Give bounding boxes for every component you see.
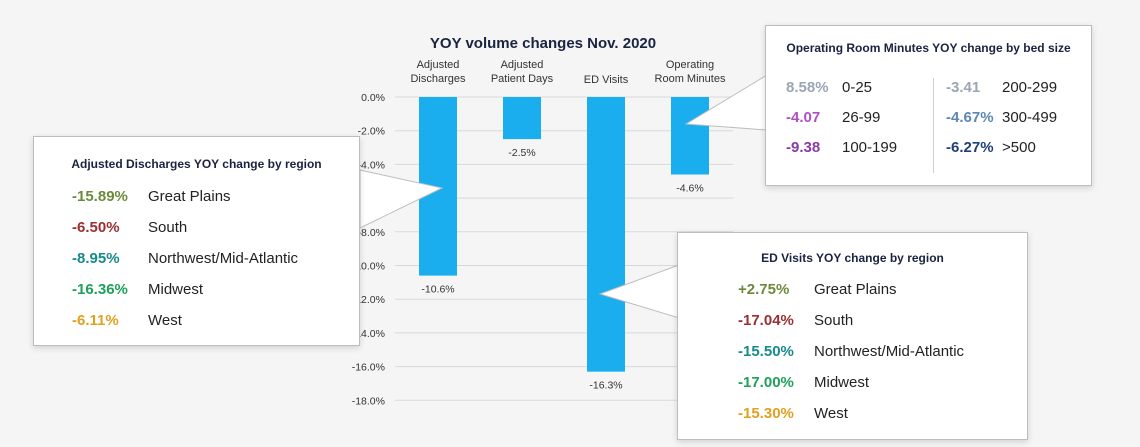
- callout-row: -6.27% >500: [946, 139, 1036, 156]
- y-tick-label: -14.0%: [352, 328, 385, 340]
- callout-row: -16.36% Midwest: [72, 281, 203, 298]
- row-value: -6.27%: [946, 139, 994, 156]
- callout-row: -3.41 200-299: [946, 79, 1057, 96]
- y-tick-label: -4.0%: [358, 159, 385, 171]
- bar-value-label: -4.6%: [676, 183, 703, 195]
- row-value: 8.58%: [786, 79, 829, 96]
- callout-row: -6.50% South: [72, 219, 187, 236]
- chart-title: YOY volume changes Nov. 2020: [430, 35, 656, 52]
- discharges-callout-tail: [359, 169, 444, 229]
- x-category-label: Operating Room Minutes: [655, 59, 726, 85]
- callout-row: +2.75% Great Plains: [738, 281, 897, 298]
- row-label: Northwest/Mid-Atlantic: [814, 343, 965, 360]
- chart-bars: [419, 97, 709, 372]
- row-label: 100-199: [842, 139, 898, 156]
- callout-row: -6.11% West: [72, 312, 182, 329]
- callout-row: -15.30% West: [738, 405, 848, 422]
- callout-row: -17.04% South: [738, 312, 853, 329]
- bar-value-label: -2.5%: [508, 147, 535, 159]
- or-callout-divider: [933, 78, 934, 173]
- callout-row: -15.50% Northwest/Mid-Atlantic: [738, 343, 964, 360]
- discharges-callout: Adjusted Discharges YOY change by region…: [33, 136, 360, 346]
- row-label: Great Plains: [148, 188, 231, 205]
- bar-value-label: -16.3%: [589, 380, 622, 392]
- row-label: 26-99: [842, 109, 881, 126]
- row-value: -15.50%: [738, 343, 794, 360]
- row-label: Northwest/Mid-Atlantic: [148, 250, 299, 267]
- callout-row: -17.00% Midwest: [738, 374, 869, 391]
- row-label: Great Plains: [814, 281, 897, 298]
- row-value: -6.50%: [72, 219, 120, 236]
- row-value: -17.00%: [738, 374, 794, 391]
- y-tick-label: -12.0%: [352, 294, 385, 306]
- row-value: -15.30%: [738, 405, 794, 422]
- row-label: Midwest: [814, 374, 870, 391]
- row-label: West: [814, 405, 848, 422]
- callout-row: -4.67% 300-499: [946, 109, 1057, 126]
- row-value: -4.67%: [946, 109, 994, 126]
- row-value: -9.38: [786, 139, 821, 156]
- discharges-callout-title: Adjusted Discharges YOY change by region: [71, 157, 322, 171]
- bar: [671, 97, 709, 175]
- ed-callout-tail: [598, 264, 680, 319]
- bar-value-labels: -10.6% -2.5% -16.3% -4.6%: [421, 147, 703, 392]
- row-label: West: [148, 312, 182, 329]
- row-label: Midwest: [148, 281, 204, 298]
- y-tick-label: -16.0%: [352, 362, 385, 374]
- callout-row: -15.89% Great Plains: [72, 188, 231, 205]
- ed-callout-title: ED Visits YOY change by region: [761, 251, 944, 265]
- or-callout-title: Operating Room Minutes YOY change by bed…: [786, 41, 1071, 55]
- row-label: South: [814, 312, 854, 329]
- y-tick-label: 0.0%: [361, 92, 385, 104]
- y-tick-label: -2.0%: [358, 126, 385, 138]
- row-label: South: [148, 219, 188, 236]
- row-value: -6.11%: [72, 312, 119, 329]
- row-label: 300-499: [1002, 109, 1058, 126]
- row-label: 0-25: [842, 79, 873, 96]
- callout-row: -8.95% Northwest/Mid-Atlantic: [72, 250, 298, 267]
- row-value: -3.41: [946, 79, 981, 96]
- bar: [587, 97, 625, 372]
- callout-row: -4.07 26-99: [786, 109, 880, 126]
- x-category-label: Adjusted Discharges: [410, 59, 466, 85]
- x-axis: Adjusted Discharges Adjusted Patient Days ED…: [410, 59, 725, 86]
- callout-row: -9.38 100-199: [786, 139, 897, 156]
- bar-value-label: -10.6%: [421, 284, 454, 296]
- row-value: -15.89%: [72, 188, 128, 205]
- ed-visits-callout: ED Visits YOY change by region +2.75% Gre…: [677, 232, 1028, 440]
- row-value: +2.75%: [738, 281, 790, 298]
- y-tick-label: -10.0%: [352, 261, 385, 273]
- row-label: 200-299: [1002, 79, 1058, 96]
- row-value: -4.07: [786, 109, 821, 126]
- callout-row: 8.58% 0-25: [786, 79, 872, 96]
- row-value: -8.95%: [72, 250, 120, 267]
- row-value: -17.04%: [738, 312, 794, 329]
- x-category-label: ED Visits: [584, 74, 629, 86]
- y-tick-label: -8.0%: [358, 227, 385, 239]
- or-minutes-callout: Operating Room Minutes YOY change by bed…: [765, 25, 1092, 186]
- row-label: >500: [1002, 139, 1036, 156]
- or-callout-tail: [684, 74, 768, 131]
- bar: [503, 97, 541, 140]
- x-category-label: Adjusted Patient Days: [491, 59, 554, 85]
- row-value: -16.36%: [72, 281, 128, 298]
- y-tick-label: -18.0%: [352, 395, 385, 407]
